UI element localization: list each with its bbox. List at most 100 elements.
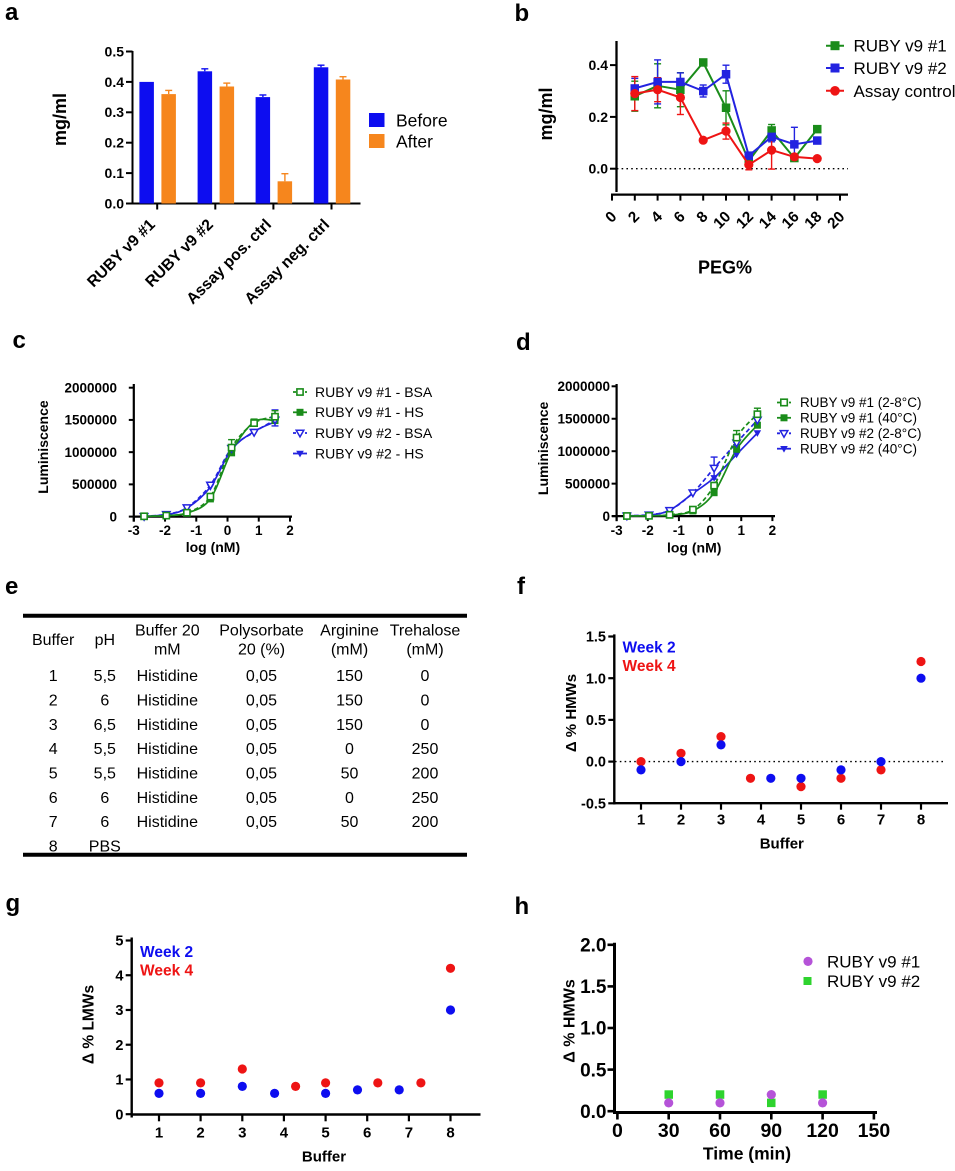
svg-text:90: 90 xyxy=(760,1120,782,1142)
svg-text:4: 4 xyxy=(115,968,123,984)
svg-text:250: 250 xyxy=(412,741,439,758)
svg-text:Week 4: Week 4 xyxy=(623,658,677,675)
svg-text:5: 5 xyxy=(49,766,58,783)
svg-text:0: 0 xyxy=(602,509,610,524)
svg-text:1.5: 1.5 xyxy=(580,977,607,998)
svg-text:-1: -1 xyxy=(190,523,202,538)
svg-text:RUBY v9 #1 - BSA: RUBY v9 #1 - BSA xyxy=(315,384,433,400)
svg-text:pH: pH xyxy=(95,632,115,649)
svg-text:3: 3 xyxy=(49,717,58,734)
svg-text:1: 1 xyxy=(155,1124,163,1141)
svg-text:PBS: PBS xyxy=(89,839,121,856)
svg-text:8: 8 xyxy=(693,208,711,226)
svg-text:0: 0 xyxy=(109,509,117,524)
svg-text:Histidine: Histidine xyxy=(137,668,198,685)
svg-text:RUBY v9 #1 (2-8°C): RUBY v9 #1 (2-8°C) xyxy=(800,395,921,410)
svg-text:6: 6 xyxy=(363,1124,371,1141)
svg-text:0.5: 0.5 xyxy=(586,713,606,729)
svg-text:6: 6 xyxy=(49,790,58,807)
svg-text:Buffer: Buffer xyxy=(302,1149,346,1166)
svg-text:2: 2 xyxy=(769,523,777,538)
svg-text:6: 6 xyxy=(100,814,109,831)
svg-text:2.0: 2.0 xyxy=(580,935,606,956)
svg-text:16: 16 xyxy=(779,208,803,232)
svg-text:(mM): (mM) xyxy=(406,642,443,659)
svg-text:0,05: 0,05 xyxy=(246,766,277,783)
svg-text:0: 0 xyxy=(345,741,354,758)
svg-text:1.0: 1.0 xyxy=(586,671,606,687)
svg-text:0: 0 xyxy=(612,1120,623,1142)
svg-text:RUBY v9 #2: RUBY v9 #2 xyxy=(827,972,920,991)
svg-text:5: 5 xyxy=(797,812,805,829)
svg-text:-0.5: -0.5 xyxy=(581,796,606,812)
svg-text:Trehalose: Trehalose xyxy=(390,623,461,640)
svg-text:2: 2 xyxy=(115,1038,123,1054)
svg-text:8: 8 xyxy=(446,1124,454,1141)
svg-text:12: 12 xyxy=(733,208,757,232)
svg-text:20 (%): 20 (%) xyxy=(238,642,285,659)
svg-text:5: 5 xyxy=(115,934,123,950)
svg-text:0: 0 xyxy=(421,668,430,685)
svg-text:3: 3 xyxy=(238,1124,246,1141)
svg-text:Luminiscence: Luminiscence xyxy=(535,402,551,496)
svg-text:RUBY v9 #2 - BSA: RUBY v9 #2 - BSA xyxy=(315,425,433,441)
svg-text:30: 30 xyxy=(658,1120,680,1142)
svg-text:150: 150 xyxy=(858,1120,891,1142)
svg-text:2: 2 xyxy=(49,693,58,710)
svg-text:8: 8 xyxy=(917,812,925,829)
svg-text:0.0: 0.0 xyxy=(580,1102,606,1123)
svg-text:250: 250 xyxy=(412,790,439,807)
svg-text:20: 20 xyxy=(824,208,848,232)
svg-text:1000000: 1000000 xyxy=(64,445,117,460)
svg-text:Arginine: Arginine xyxy=(320,623,379,640)
svg-text:(mM): (mM) xyxy=(331,642,368,659)
svg-text:5,5: 5,5 xyxy=(94,741,116,758)
svg-text:Histidine: Histidine xyxy=(137,717,198,734)
svg-text:RUBY v9 #2 (40°C): RUBY v9 #2 (40°C) xyxy=(800,441,917,456)
svg-text:Week 2: Week 2 xyxy=(140,944,193,961)
svg-text:0.4: 0.4 xyxy=(105,74,125,90)
svg-text:1: 1 xyxy=(737,523,745,538)
svg-text:4: 4 xyxy=(757,812,766,829)
svg-text:6: 6 xyxy=(837,812,845,829)
svg-text:2000000: 2000000 xyxy=(557,379,610,394)
svg-text:0: 0 xyxy=(115,1107,123,1123)
svg-text:0.5: 0.5 xyxy=(105,43,125,59)
svg-text:6: 6 xyxy=(100,790,109,807)
svg-text:3: 3 xyxy=(717,812,725,829)
svg-text:Δ % LMWs: Δ % LMWs xyxy=(81,985,98,1064)
svg-text:Assay control: Assay control xyxy=(854,82,955,101)
svg-text:0: 0 xyxy=(421,717,430,734)
svg-text:7: 7 xyxy=(49,814,58,831)
svg-text:mg/ml: mg/ml xyxy=(50,93,70,146)
svg-text:a: a xyxy=(5,0,19,26)
svg-text:0: 0 xyxy=(706,523,714,538)
svg-text:RUBY v9 #1 - HS: RUBY v9 #1 - HS xyxy=(315,404,424,420)
svg-text:7: 7 xyxy=(405,1124,413,1141)
svg-text:1: 1 xyxy=(637,812,645,829)
svg-text:0: 0 xyxy=(602,208,620,226)
svg-text:1: 1 xyxy=(115,1073,123,1089)
svg-text:0,05: 0,05 xyxy=(246,814,277,831)
svg-text:0.5: 0.5 xyxy=(580,1060,607,1081)
svg-text:5,5: 5,5 xyxy=(94,668,116,685)
svg-text:8: 8 xyxy=(49,839,58,856)
svg-text:RUBY v9 #1: RUBY v9 #1 xyxy=(854,37,947,56)
svg-text:1500000: 1500000 xyxy=(557,411,610,426)
svg-text:1500000: 1500000 xyxy=(64,413,117,428)
svg-text:1.5: 1.5 xyxy=(586,630,606,646)
svg-text:1: 1 xyxy=(49,668,58,685)
svg-text:f: f xyxy=(517,573,526,600)
svg-text:4: 4 xyxy=(280,1124,289,1141)
svg-text:0,05: 0,05 xyxy=(246,693,277,710)
svg-text:0,05: 0,05 xyxy=(246,668,277,685)
svg-text:5,5: 5,5 xyxy=(94,766,116,783)
svg-text:2: 2 xyxy=(677,812,685,829)
svg-text:Δ % HMWs: Δ % HMWs xyxy=(563,674,580,752)
svg-text:2: 2 xyxy=(625,208,643,226)
svg-text:h: h xyxy=(515,893,530,920)
svg-text:200: 200 xyxy=(412,814,439,831)
svg-text:0: 0 xyxy=(345,790,354,807)
svg-text:d: d xyxy=(516,329,531,356)
svg-text:0.2: 0.2 xyxy=(589,109,609,125)
